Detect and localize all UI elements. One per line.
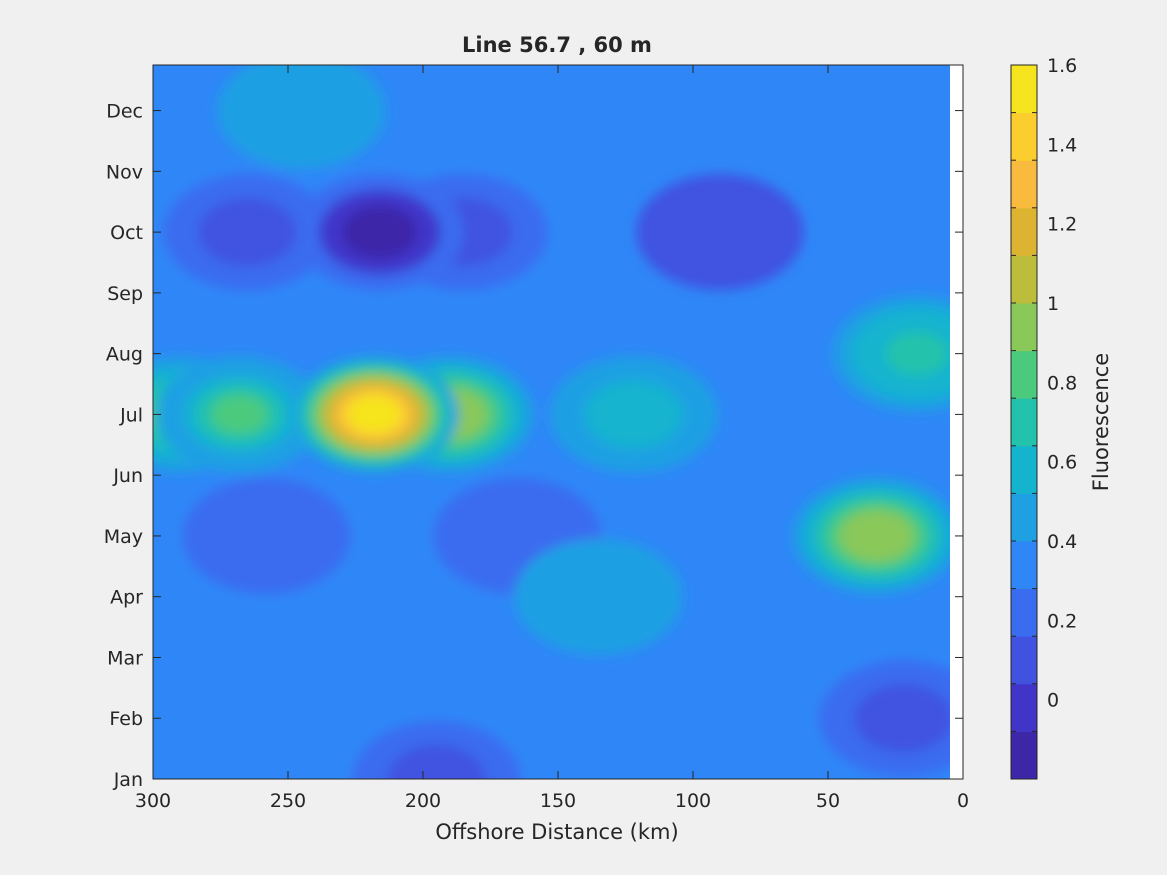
contour-feature [792,477,950,594]
y-tick-label: Oct [110,222,143,244]
contour-level [549,562,648,631]
contour-feature [514,538,683,655]
colorbar-segment [1011,112,1037,161]
colorbar-segment [1011,398,1037,447]
y-tick-label: Apr [110,587,143,609]
colorbar-tick-label: 0.4 [1047,531,1077,553]
contour-level [354,400,395,429]
colorbar: 0 0.2 0.4 0.6 0.8 1 1.2 1.4 1.6 [1010,55,1077,780]
contour-level [198,198,297,267]
contour-level [252,76,351,145]
contour-level [211,394,268,435]
colorbar-segment [1011,160,1037,209]
x-tick-label: 150 [540,790,576,812]
x-tick-label: 50 [816,790,840,812]
contour-feature [155,356,324,473]
contour-level [387,745,486,779]
y-tick-label: Jun [112,465,143,487]
colorbar-segment [1011,541,1037,590]
x-tick-label: 100 [675,790,711,812]
x-tick-label: 250 [270,790,306,812]
contour-feature [352,721,521,779]
contour-feature [636,174,804,291]
contour-feature [290,356,459,473]
colorbar-segment [1011,493,1037,542]
colorbar-segment [1011,445,1037,494]
y-tick-label: Mar [107,647,143,669]
colorbar-segment [1011,588,1037,637]
contour-field [153,65,950,779]
contour-level [850,517,903,554]
contour-level [342,206,418,259]
y-tick-label: Nov [106,161,143,183]
y-tick-label: Jul [119,404,143,426]
contour-feature [163,174,332,291]
contour-level [584,380,683,449]
colorbar-segment [1011,303,1037,352]
contour-feature [549,356,718,473]
x-axis: 300 250 200 150 100 50 0 [135,65,969,812]
contour-feature [217,65,386,169]
colorbar-tick-label: 0.2 [1047,610,1077,632]
plot-no-data-strip [950,65,963,779]
y-tick-label: Jan [113,769,143,791]
colorbar-segment [1011,636,1037,685]
contour-feature [819,660,950,777]
contour-level [636,174,804,291]
contour-level [854,684,950,753]
colorbar-segment [1011,683,1037,732]
colorbar-frame [1010,64,1038,780]
colorbar-label: Fluorescence [1089,353,1113,491]
y-tick-label: Feb [109,708,143,730]
field-levels [153,65,950,779]
contour-feature [833,295,950,412]
contour-level [182,477,351,594]
colorbar-segment [1011,65,1037,114]
colorbar-segment [1011,207,1037,256]
chart-title: Line 56.7 , 60 m [462,33,652,57]
y-tick-label: Dec [106,101,143,123]
y-tick-label: Sep [107,283,143,305]
colorbar-segment [1011,731,1037,780]
colorbar-tick-label: 1 [1047,293,1059,315]
plot-area [152,64,964,780]
colorbar-tick-label: 1.2 [1047,214,1077,236]
x-tick-label: 300 [135,790,171,812]
contour-feature [295,174,464,291]
x-tick-label: 200 [405,790,441,812]
y-axis: Jan Feb Mar Apr May Jun Jul Aug Sep Oct Nov Dec [104,101,963,791]
y-tick-label: Aug [106,344,143,366]
colorbar-tick-label: 0.6 [1047,452,1077,474]
x-tick-label: 0 [957,790,969,812]
colorbar-segment [1011,350,1037,399]
colorbar-tick-label: 0 [1047,690,1059,712]
contour-level [885,331,949,376]
x-axis-label: Offshore Distance (km) [435,820,678,844]
colorbar-segment [1011,255,1037,304]
colorbar-tick-label: 1.4 [1047,134,1077,156]
colorbar-tick-label: 0.8 [1047,372,1077,394]
contour-feature [182,477,351,594]
colorbar-tick-label: 1.6 [1047,55,1077,77]
y-tick-label: May [104,526,143,548]
